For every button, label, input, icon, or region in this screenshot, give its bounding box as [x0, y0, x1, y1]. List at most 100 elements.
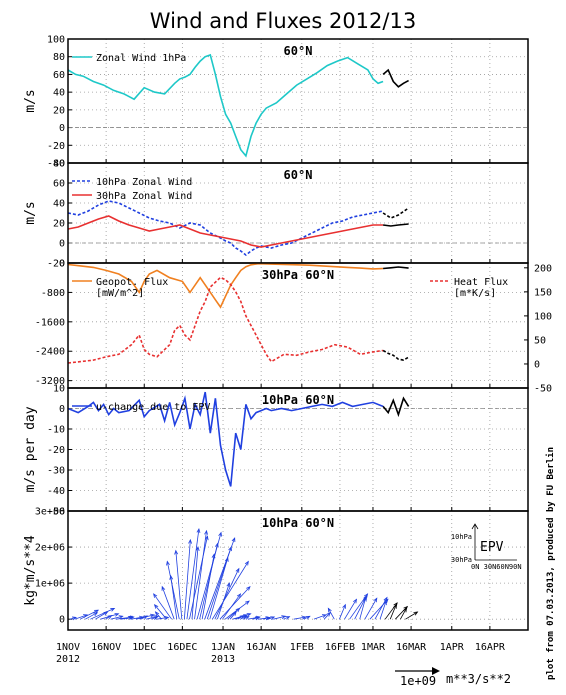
- series-line: [383, 266, 409, 270]
- figure-title: Wind and Fluxes 2012/13: [150, 9, 416, 33]
- vector-arrow: [140, 615, 148, 620]
- vector-arrow-head: [285, 616, 291, 620]
- vector-arrow: [194, 530, 207, 620]
- y-tick-label: 40: [53, 199, 65, 210]
- vector-arrow: [222, 593, 241, 620]
- vector-arrow-head: [254, 616, 260, 621]
- vector-arrow-head: [236, 593, 242, 598]
- inset-x-labels: 0N 30N60N90N: [471, 563, 522, 571]
- y-tick-label: 40: [53, 88, 65, 99]
- vector-arrow: [327, 608, 335, 620]
- y-tick-label: -40: [47, 486, 65, 497]
- y-tick-label: 0: [59, 259, 65, 270]
- y-tick-label: -2400: [35, 347, 65, 358]
- vector-arrow-head: [232, 611, 237, 616]
- vector-arrow: [227, 608, 240, 620]
- y-tick-label: 0: [59, 404, 65, 415]
- y-tick-label: -800: [41, 288, 65, 299]
- y-tick-label: 60: [53, 179, 65, 190]
- vector-arrow: [175, 550, 183, 620]
- vector-arrow: [359, 597, 367, 620]
- x-tick-year: 2013: [211, 654, 235, 665]
- vector-arrow-head: [265, 616, 271, 621]
- credit-text: plot from 07.03.2013, produced by FU Ber…: [545, 447, 556, 680]
- y-tick-label: 0: [59, 615, 65, 626]
- y-tick-label: 0: [59, 239, 65, 250]
- y-tick-label: -1600: [35, 317, 65, 328]
- panel-3: -3200 -2400 -1600 -800 0 -50 0 50 100 150 200 30hPa…: [35, 259, 552, 395]
- y-axis-label: m/s per day: [23, 406, 38, 492]
- y-tick-label: 80: [53, 52, 65, 63]
- vector-arrow: [283, 616, 290, 620]
- vector-arrow: [125, 615, 133, 620]
- legend-units: [mW/m^2]: [96, 288, 144, 299]
- legend-label: 10hPa Zonal Wind: [96, 177, 192, 188]
- series-line: [67, 53, 384, 158]
- vector-arrow-head: [383, 596, 388, 602]
- vector-arrow-head: [305, 615, 311, 620]
- vector-arrow-head: [71, 616, 77, 621]
- vector-arrow: [161, 586, 175, 620]
- vector-arrow-head: [246, 585, 251, 591]
- vector-arrow: [110, 615, 123, 620]
- vector-arrow-head: [373, 597, 378, 603]
- vector-arrow: [153, 593, 172, 620]
- vector-scale: 1e+09 m**3/s**2: [395, 667, 511, 688]
- legend-label: Heat Flux: [454, 277, 508, 288]
- vector-arrow: [90, 607, 115, 620]
- vector-arrow-head: [154, 611, 160, 616]
- y-tick-label: -20: [47, 259, 65, 270]
- vector-arrow-head: [281, 615, 287, 619]
- panel-title: 60°N: [284, 44, 313, 58]
- vector-arrow-head: [214, 542, 219, 548]
- vector-arrow: [354, 595, 367, 620]
- vector-arrow-head: [246, 612, 252, 617]
- y-axis-label: m/s: [23, 89, 38, 112]
- series-line: [67, 276, 384, 364]
- vector-arrow: [273, 615, 286, 620]
- vector-arrow-head: [235, 567, 240, 573]
- vector-arrow-head: [127, 615, 133, 620]
- vector-arrow: [105, 615, 112, 620]
- vector-arrow-head: [114, 612, 120, 617]
- vector-arrow-head: [150, 613, 156, 618]
- vector-arrow-head: [239, 615, 245, 620]
- panel-title: 30hPa 60°N: [262, 268, 334, 282]
- vector-arrow-head: [327, 607, 332, 613]
- vector-arrow-head: [393, 603, 397, 609]
- vector-arrow: [395, 606, 408, 620]
- x-tick-label: 1MAR: [361, 642, 386, 653]
- y-tick-label: 20: [53, 105, 65, 116]
- vector-arrow-head: [235, 607, 241, 613]
- inset-label: EPV: [480, 540, 504, 555]
- vector-arrow: [219, 586, 251, 620]
- vector-arrow-head: [218, 531, 222, 537]
- vector-arrow-head: [139, 615, 145, 620]
- vector-arrow: [85, 612, 98, 620]
- vector-arrow-head: [118, 615, 124, 619]
- vector-arrow-head: [353, 598, 358, 604]
- vector-arrow-head: [103, 611, 109, 616]
- vector-arrow-head: [153, 603, 159, 609]
- y-tick-label: -20: [47, 445, 65, 456]
- panel-frame: [67, 510, 529, 631]
- x-tick-label: 1APR: [440, 642, 465, 653]
- vector-arrow: [405, 611, 418, 620]
- x-tick-label: 16APR: [475, 642, 506, 653]
- series-line: [382, 207, 410, 219]
- y-tick-label: 3e+06: [35, 507, 65, 518]
- vector-arrow-head: [161, 585, 166, 591]
- vector-arrow: [79, 609, 99, 620]
- vector-arrow: [130, 616, 144, 620]
- y-tick-label: -40: [47, 159, 65, 170]
- vector-arrow: [69, 616, 77, 620]
- y-tick-label: 10: [53, 384, 65, 395]
- y-tick-label: 60: [53, 70, 65, 81]
- vector-arrow: [344, 599, 357, 620]
- y-right-tick-label: 200: [534, 263, 552, 274]
- vector-arrow-head: [153, 616, 159, 621]
- vector-arrow-head: [270, 616, 276, 621]
- vector-arrow: [229, 611, 237, 620]
